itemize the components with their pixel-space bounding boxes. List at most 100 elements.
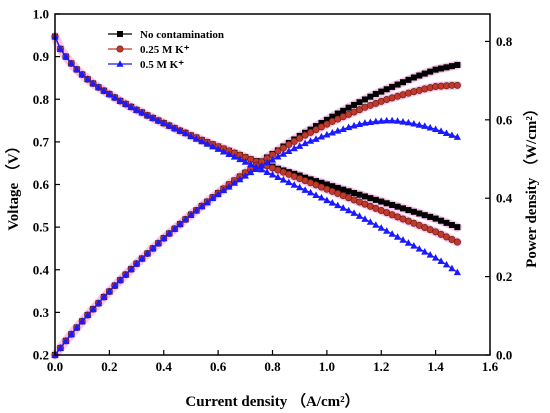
legend-label-k-0-25: 0.25 M K⁺ xyxy=(140,44,190,56)
k-0-5-voltage-point xyxy=(62,52,70,60)
k-0-5-voltage-point xyxy=(105,90,113,97)
k-0-5-power-point xyxy=(290,144,298,152)
k-0-25-voltage-line xyxy=(54,36,458,243)
k-0-5-voltage-point xyxy=(317,193,326,201)
legend-marker-no-contamination xyxy=(117,31,123,37)
k-0-5-power-point xyxy=(171,224,179,232)
k-0-5-voltage-point xyxy=(203,140,211,147)
k-0-5-power-point xyxy=(160,234,168,241)
k-0-25-power-point xyxy=(312,126,320,134)
no-contamination-power-point xyxy=(334,110,341,117)
k-0-5-power-point xyxy=(388,116,396,124)
k-0-5-voltage-point xyxy=(219,147,228,155)
right-y-axis-title: Power density （W/cm²） xyxy=(522,101,540,268)
no-contamination-voltage-point xyxy=(351,190,358,197)
k-0-5-power-point xyxy=(203,198,211,206)
k-0-25-voltage-highlight xyxy=(50,32,462,247)
x-tick-label: 0.2 xyxy=(101,359,117,374)
no-contamination-voltage-point xyxy=(318,179,325,186)
k-0-5-voltage-point xyxy=(171,124,179,132)
k-0-5-voltage-point xyxy=(176,126,184,134)
series-no-contamination-lines xyxy=(52,33,461,358)
k-0-5-power-point xyxy=(67,330,75,338)
left-y-tick-label: 0.8 xyxy=(33,92,50,107)
k-0-5-voltage-point xyxy=(230,152,239,160)
k-0-5-power-point xyxy=(410,119,418,127)
k-0-5-voltage-point xyxy=(290,181,298,188)
k-0-5-power-point xyxy=(56,344,65,351)
k-0-5-power-point xyxy=(127,265,135,272)
k-0-5-voltage-point xyxy=(301,186,309,193)
k-0-5-power-point xyxy=(285,147,293,154)
x-tick-label: 0.8 xyxy=(264,359,281,374)
no-contamination-power-point xyxy=(351,101,358,108)
no-contamination-power-point xyxy=(323,116,330,123)
k-0-25-power-point xyxy=(290,137,298,145)
left-y-tick-label: 0.2 xyxy=(33,348,49,363)
k-0-5-power-point xyxy=(236,175,244,183)
k-0-5-power-point xyxy=(306,137,315,144)
no-contamination-power-point xyxy=(438,65,445,72)
k-0-5-voltage-point xyxy=(187,132,195,140)
k-0-5-voltage-point xyxy=(84,75,92,83)
k-0-5-power-point xyxy=(94,299,103,307)
k-0-5-voltage-point xyxy=(143,111,152,119)
left-y-tick-label: 0.6 xyxy=(33,177,50,192)
k-0-5-voltage-point xyxy=(372,221,380,228)
k-0-5-power-point xyxy=(198,202,206,210)
k-0-5-power-point xyxy=(437,127,445,134)
k-0-5-power-point xyxy=(230,179,239,186)
no-contamination-power-point xyxy=(378,88,385,95)
series-k-0-5-lines xyxy=(51,32,461,358)
legend-label-k-0-5: 0.5 M K⁺ xyxy=(140,59,184,71)
k-0-5-power-point xyxy=(426,123,434,131)
no-contamination-power-point xyxy=(443,64,450,71)
k-0-5-voltage-point xyxy=(138,108,146,116)
k-0-5-voltage-point xyxy=(437,257,445,265)
k-0-5-power-point xyxy=(274,152,282,160)
no-contamination-power-point xyxy=(421,70,428,77)
right-y-tick-label: 0.2 xyxy=(496,269,512,284)
no-contamination-power-point xyxy=(383,86,390,93)
k-0-5-power-point xyxy=(116,276,124,283)
k-0-5-power-point xyxy=(62,337,70,344)
left-y-tick-label: 0.9 xyxy=(33,49,50,64)
k-0-5-power-point xyxy=(317,132,326,140)
no-contamination-voltage-point xyxy=(372,196,379,203)
k-0-5-voltage-point xyxy=(122,100,130,107)
no-contamination-power-point xyxy=(340,107,347,114)
no-contamination-power-point xyxy=(427,68,434,75)
no-contamination-voltage-point xyxy=(421,212,428,219)
k-0-5-voltage-point xyxy=(334,201,342,209)
k-0-5-power-point xyxy=(393,117,402,124)
no-contamination-voltage-point xyxy=(383,200,390,207)
k-0-5-power-point xyxy=(73,323,81,331)
no-contamination-voltage-point xyxy=(361,193,368,200)
k-0-5-voltage-point xyxy=(268,170,277,178)
k-0-5-voltage-point xyxy=(225,150,233,158)
k-0-5-voltage-point xyxy=(73,65,81,73)
no-contamination-voltage-point xyxy=(432,215,439,222)
k-0-5-voltage-point xyxy=(366,218,374,225)
left-y-tick-label: 1.0 xyxy=(33,7,49,22)
left-y-axis-title: Voltage （V） xyxy=(4,138,22,230)
k-0-25-voltage-point xyxy=(453,238,461,246)
k-0-5-power-point xyxy=(89,305,97,312)
x-axis-title: Current density （A/cm²） xyxy=(185,392,359,410)
k-0-25-power-point xyxy=(301,131,309,139)
legend-label-no-contamination: No contamination xyxy=(140,29,224,41)
k-0-25-power-point xyxy=(307,128,315,136)
k-0-5-power-point xyxy=(442,129,451,136)
no-contamination-voltage-point xyxy=(378,198,385,205)
legend: No contamination 0.25 M K⁺ 0.5 M K⁺ xyxy=(108,29,224,71)
k-0-5-voltage-point xyxy=(78,70,86,78)
k-0-5-power-point xyxy=(453,133,461,140)
k-0-5-voltage-point xyxy=(296,183,304,191)
x-tick-label: 1.0 xyxy=(319,359,335,374)
no-contamination-power-point xyxy=(329,113,336,120)
k-0-25-power-point xyxy=(453,81,461,89)
k-0-5-voltage-point xyxy=(421,248,429,255)
k-0-5-voltage-point xyxy=(312,191,320,198)
k-0-5-voltage-point xyxy=(100,86,108,94)
k-0-5-power-point xyxy=(252,165,260,173)
